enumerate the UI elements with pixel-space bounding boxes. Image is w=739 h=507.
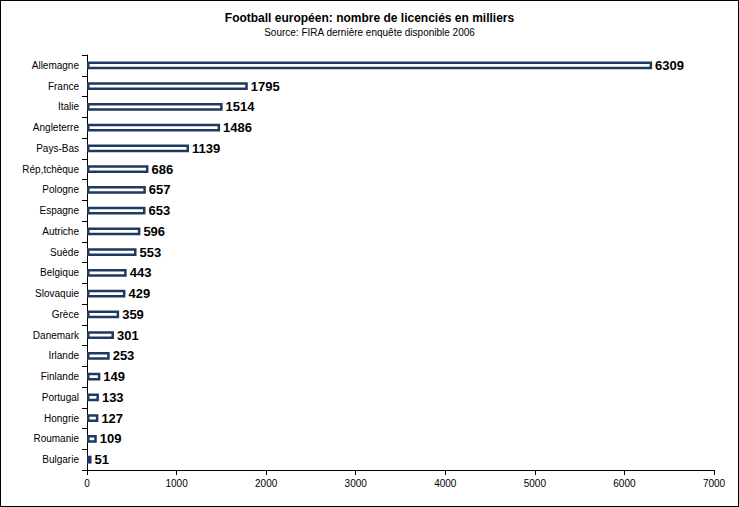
svg-text:0: 0: [84, 478, 90, 489]
svg-text:596: 596: [143, 224, 165, 239]
svg-text:4000: 4000: [434, 478, 457, 489]
svg-text:Finlande: Finlande: [41, 371, 80, 382]
svg-text:1486: 1486: [223, 120, 252, 135]
svg-text:Allemagne: Allemagne: [32, 60, 80, 71]
svg-text:553: 553: [140, 245, 162, 260]
svg-text:Rép,tchèque: Rép,tchèque: [22, 164, 79, 175]
svg-text:1139: 1139: [192, 141, 220, 156]
svg-text:Roumanie: Roumanie: [33, 433, 79, 444]
svg-text:109: 109: [100, 431, 122, 446]
svg-text:Pologne: Pologne: [42, 184, 79, 195]
svg-text:Hongrie: Hongrie: [44, 413, 79, 424]
svg-text:2000: 2000: [255, 478, 278, 489]
svg-text:301: 301: [117, 328, 139, 343]
svg-text:Source: FIRA dernière enquête: Source: FIRA dernière enquête disponible…: [264, 27, 475, 38]
svg-text:Portugal: Portugal: [42, 392, 79, 403]
svg-text:Pays-Bas: Pays-Bas: [36, 143, 79, 154]
svg-text:5000: 5000: [524, 478, 547, 489]
svg-text:Angleterre: Angleterre: [33, 122, 80, 133]
svg-text:Irlande: Irlande: [48, 350, 79, 361]
svg-text:Espagne: Espagne: [40, 205, 80, 216]
svg-text:6000: 6000: [613, 478, 636, 489]
svg-text:133: 133: [102, 390, 124, 405]
svg-text:Danemark: Danemark: [33, 330, 80, 341]
svg-text:359: 359: [122, 307, 144, 322]
svg-text:Suède: Suède: [50, 247, 79, 258]
svg-text:7000: 7000: [703, 478, 726, 489]
svg-text:127: 127: [101, 411, 123, 426]
svg-text:6309: 6309: [655, 58, 684, 73]
svg-text:Belgique: Belgique: [40, 267, 79, 278]
svg-text:Football européen: nombre de l: Football européen: nombre de licenciés e…: [225, 11, 515, 25]
svg-text:3000: 3000: [345, 478, 368, 489]
svg-text:1000: 1000: [165, 478, 188, 489]
svg-text:Slovaquie: Slovaquie: [35, 288, 79, 299]
svg-text:1514: 1514: [226, 99, 256, 114]
svg-text:Italie: Italie: [58, 101, 80, 112]
svg-text:443: 443: [130, 265, 152, 280]
svg-text:653: 653: [148, 203, 170, 218]
svg-text:253: 253: [113, 348, 135, 363]
svg-text:1795: 1795: [251, 79, 280, 94]
svg-text:Bulgarie: Bulgarie: [42, 454, 79, 465]
svg-text:657: 657: [149, 182, 171, 197]
svg-text:149: 149: [103, 369, 125, 384]
svg-text:51: 51: [95, 452, 109, 467]
svg-text:429: 429: [128, 286, 150, 301]
svg-text:686: 686: [151, 162, 173, 177]
svg-text:France: France: [48, 81, 80, 92]
svg-text:Autriche: Autriche: [42, 226, 79, 237]
svg-text:Grèce: Grèce: [52, 309, 80, 320]
